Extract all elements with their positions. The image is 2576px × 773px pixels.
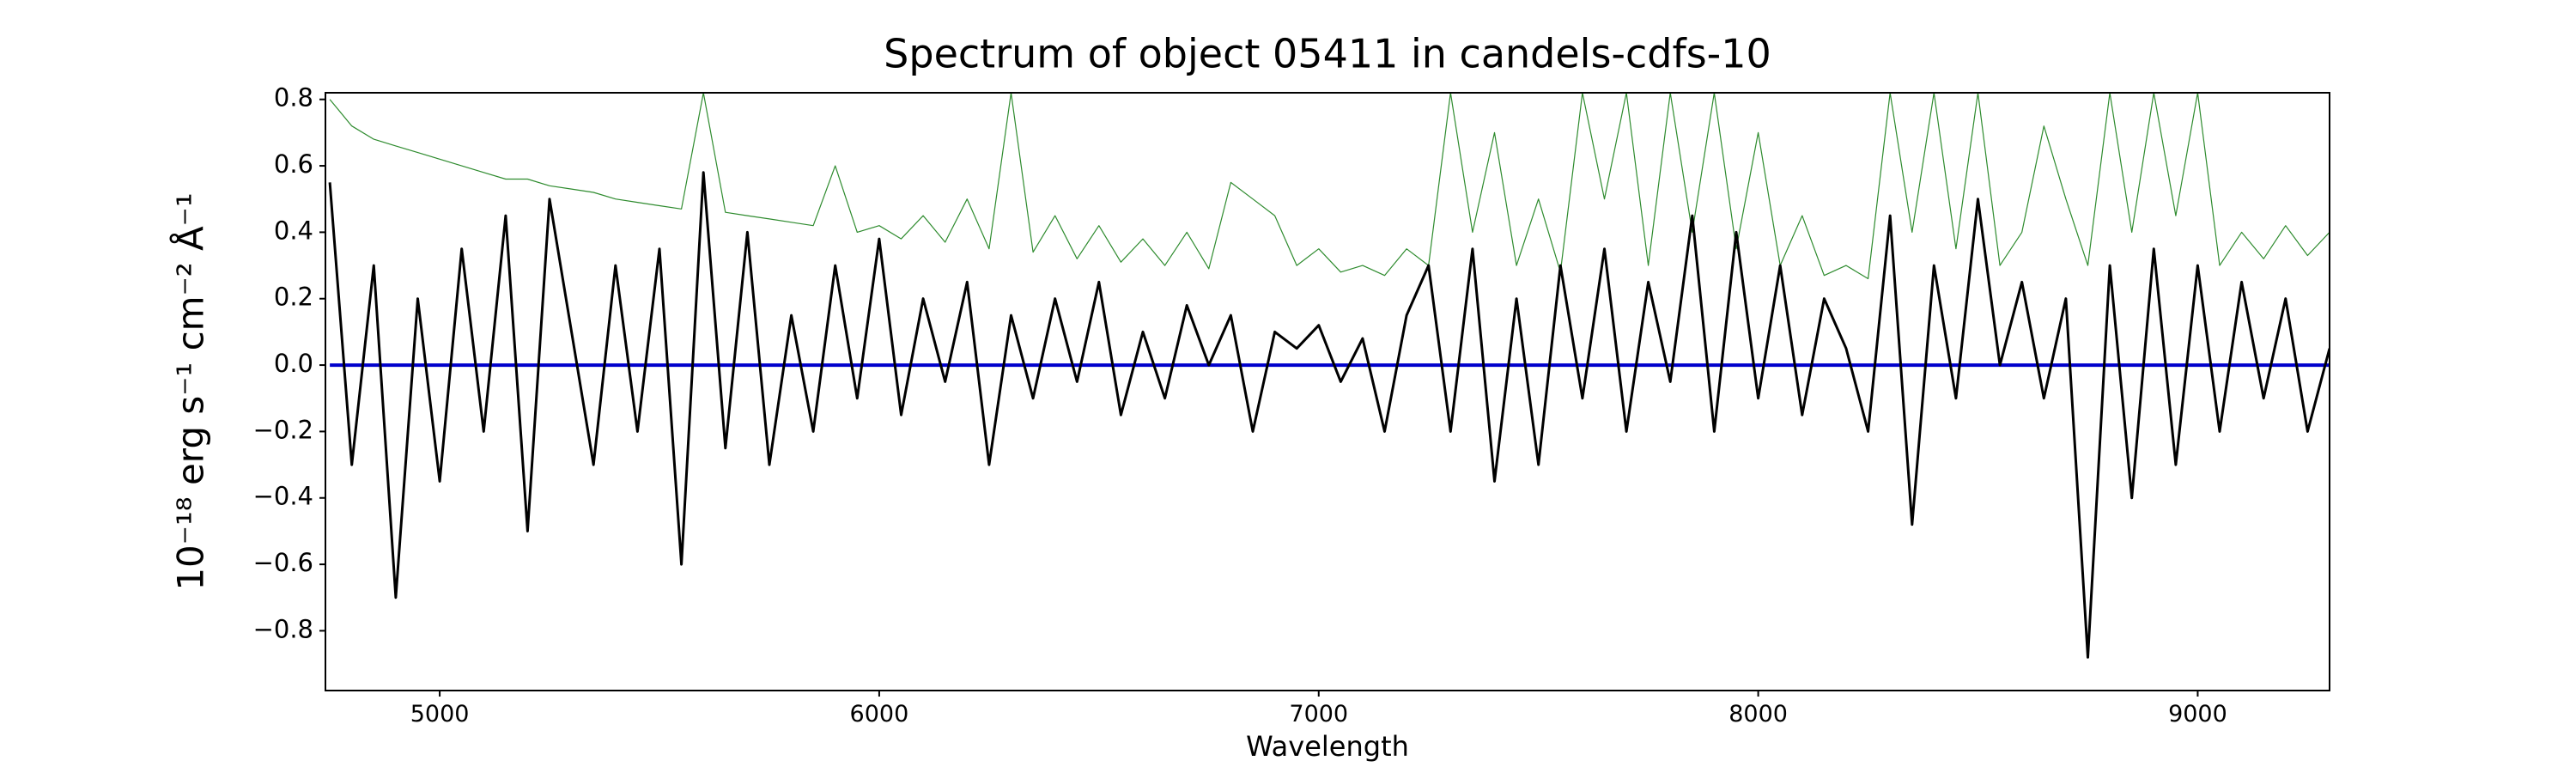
x-tick-label: 9000 bbox=[2168, 701, 2227, 727]
y-tick-label: −0.6 bbox=[253, 548, 313, 577]
chart-title: Spectrum of object 05411 in candels-cdfs… bbox=[884, 31, 1771, 77]
plot-area bbox=[328, 93, 2330, 659]
x-axis-label: Wavelength bbox=[1246, 730, 1409, 763]
y-tick-label: 0.6 bbox=[274, 149, 313, 179]
y-tick-label: −0.8 bbox=[253, 614, 313, 643]
y-tick-label: 0.2 bbox=[274, 283, 313, 312]
x-tick-label: 8000 bbox=[1728, 701, 1788, 727]
y-tick-label: 0.8 bbox=[274, 83, 313, 113]
axes-frame bbox=[325, 92, 2330, 691]
x-tick-label: 7000 bbox=[1289, 701, 1348, 727]
y-tick-label: 0.0 bbox=[274, 349, 313, 378]
x-tick-label: 5000 bbox=[410, 701, 470, 727]
y-tick-label: −0.4 bbox=[253, 482, 313, 511]
y-tick-label: −0.2 bbox=[253, 415, 313, 444]
y-tick-label: 0.4 bbox=[274, 216, 313, 245]
x-tick-label: 6000 bbox=[850, 701, 909, 727]
y-axis-label: 10⁻¹⁸ erg s⁻¹ cm⁻² Å⁻¹ bbox=[169, 192, 212, 590]
spectrum-line bbox=[328, 171, 2330, 659]
spectrum-line bbox=[329, 93, 2330, 280]
